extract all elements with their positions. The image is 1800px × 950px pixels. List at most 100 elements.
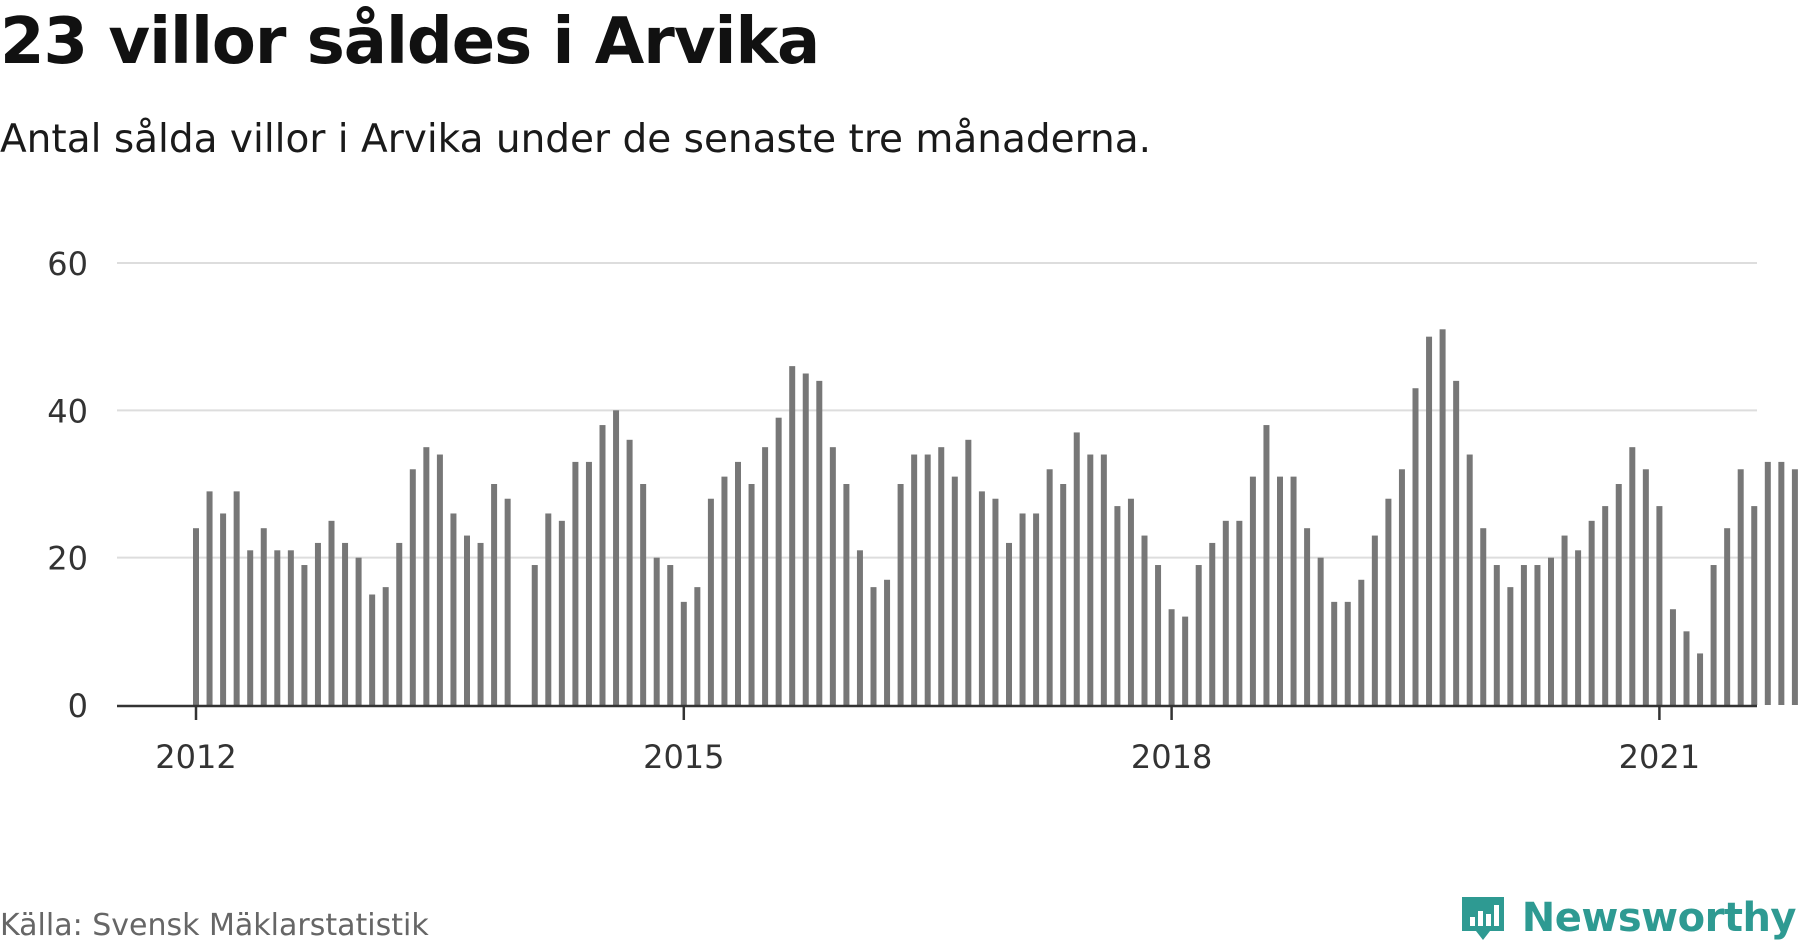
bar bbox=[924, 454, 931, 705]
bar bbox=[1209, 542, 1216, 705]
bar bbox=[287, 550, 294, 705]
bar bbox=[558, 520, 565, 705]
bar bbox=[274, 550, 281, 705]
bar bbox=[667, 565, 674, 705]
bar bbox=[653, 557, 660, 705]
bar bbox=[1087, 454, 1094, 705]
bar bbox=[1412, 388, 1419, 705]
bar bbox=[1263, 425, 1270, 705]
bar bbox=[1141, 535, 1148, 705]
bar bbox=[856, 550, 863, 705]
bar bbox=[1791, 469, 1798, 705]
bar bbox=[1751, 506, 1758, 705]
bar bbox=[707, 498, 714, 705]
bar bbox=[1358, 579, 1365, 705]
bar bbox=[951, 476, 958, 705]
bar bbox=[1060, 484, 1067, 705]
bar bbox=[1764, 461, 1771, 705]
bar bbox=[1249, 476, 1256, 705]
bar bbox=[1290, 476, 1297, 705]
bar bbox=[762, 447, 769, 705]
x-tick-label: 2021 bbox=[1619, 738, 1700, 776]
bar bbox=[1304, 528, 1311, 705]
bar bbox=[260, 528, 267, 705]
bar bbox=[342, 542, 349, 705]
bar bbox=[775, 417, 782, 705]
bar bbox=[1656, 506, 1663, 705]
bar bbox=[1466, 454, 1473, 705]
bar bbox=[829, 447, 836, 705]
gridlines bbox=[117, 262, 1757, 559]
brand-logo[interactable]: Newsworthy bbox=[1458, 886, 1797, 950]
bar bbox=[748, 484, 755, 705]
bar bbox=[1534, 565, 1541, 705]
brand-name: Newsworthy bbox=[1521, 895, 1797, 941]
bar bbox=[1114, 506, 1121, 705]
bar bbox=[233, 491, 240, 705]
bar bbox=[1724, 528, 1731, 705]
x-tick-label: 2012 bbox=[155, 738, 236, 776]
bar bbox=[1006, 542, 1012, 705]
bar bbox=[1493, 565, 1500, 705]
bar bbox=[1697, 653, 1704, 705]
bar bbox=[694, 587, 701, 705]
bar bbox=[328, 520, 335, 705]
bar bbox=[1683, 631, 1690, 705]
chart-title: 23 villor såldes i Arvika bbox=[0, 5, 820, 79]
bar bbox=[1385, 498, 1392, 705]
y-axis-ticks: 0 20 40 60 bbox=[47, 245, 88, 725]
y-tick-label: 60 bbox=[47, 245, 88, 283]
bar bbox=[450, 513, 457, 705]
bar bbox=[1046, 469, 1053, 705]
x-axis-ticks: 20122015201820212023 bbox=[155, 706, 1700, 776]
bar bbox=[1602, 506, 1609, 705]
bar bbox=[464, 535, 470, 705]
bar bbox=[897, 484, 904, 705]
bar bbox=[735, 461, 741, 705]
bar bbox=[1615, 484, 1622, 705]
bar bbox=[545, 513, 552, 705]
bar bbox=[1073, 432, 1080, 705]
bar bbox=[911, 454, 918, 705]
bar bbox=[1127, 498, 1134, 705]
bar bbox=[1344, 601, 1351, 705]
bar bbox=[1453, 380, 1460, 705]
bar bbox=[1236, 520, 1243, 705]
bar bbox=[1520, 565, 1527, 705]
bar bbox=[816, 380, 823, 705]
bar bbox=[613, 410, 620, 705]
bar bbox=[206, 491, 213, 705]
bar bbox=[1439, 329, 1446, 705]
bar bbox=[1480, 528, 1487, 705]
bar bbox=[1778, 461, 1785, 705]
bar bbox=[193, 528, 199, 705]
bar bbox=[1710, 565, 1717, 705]
bar bbox=[1155, 565, 1162, 705]
bar bbox=[355, 557, 362, 705]
bar bbox=[1222, 520, 1229, 705]
y-tick-label: 40 bbox=[47, 392, 88, 430]
bar bbox=[1642, 469, 1649, 705]
bar bbox=[1182, 616, 1189, 705]
bar bbox=[992, 498, 999, 705]
bar bbox=[1371, 535, 1378, 705]
bar bbox=[477, 542, 484, 705]
bar bbox=[409, 469, 416, 705]
newsworthy-logo-icon bbox=[1461, 897, 1504, 940]
bar bbox=[369, 594, 376, 705]
bar bbox=[531, 565, 538, 705]
bar bbox=[938, 447, 945, 705]
bar bbox=[1588, 520, 1595, 705]
x-tick-label: 2015 bbox=[643, 738, 724, 776]
bar bbox=[870, 587, 877, 705]
bar bbox=[1398, 469, 1405, 705]
bar bbox=[585, 461, 592, 705]
bar bbox=[1033, 513, 1040, 705]
bar bbox=[884, 579, 891, 705]
bar bbox=[978, 491, 985, 705]
bar bbox=[680, 601, 687, 705]
bar bbox=[721, 476, 728, 705]
bar bbox=[491, 484, 498, 705]
bar bbox=[504, 498, 511, 705]
